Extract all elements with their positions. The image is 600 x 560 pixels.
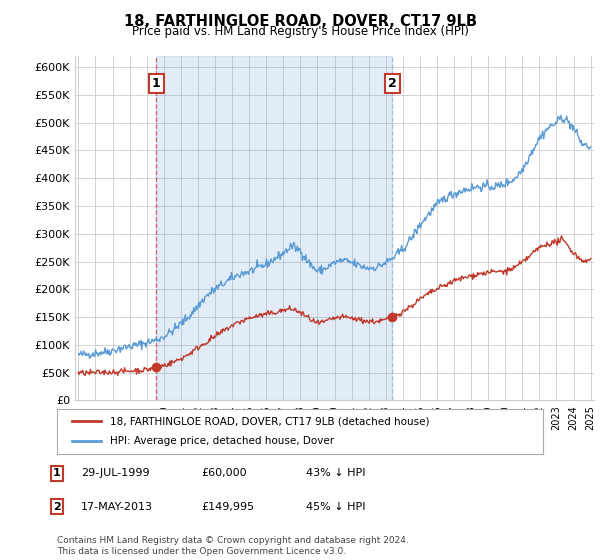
Text: Contains HM Land Registry data © Crown copyright and database right 2024.
This d: Contains HM Land Registry data © Crown c…: [57, 536, 409, 556]
Text: 1: 1: [53, 468, 61, 478]
Text: 43% ↓ HPI: 43% ↓ HPI: [306, 468, 365, 478]
Text: 2: 2: [388, 77, 397, 90]
Text: 18, FARTHINGLOE ROAD, DOVER, CT17 9LB: 18, FARTHINGLOE ROAD, DOVER, CT17 9LB: [124, 14, 476, 29]
Text: £149,995: £149,995: [201, 502, 254, 512]
Text: 1: 1: [152, 77, 161, 90]
Text: Price paid vs. HM Land Registry's House Price Index (HPI): Price paid vs. HM Land Registry's House …: [131, 25, 469, 38]
Bar: [157, 56, 392, 400]
Text: £60,000: £60,000: [201, 468, 247, 478]
Text: 17-MAY-2013: 17-MAY-2013: [81, 502, 153, 512]
Text: 2: 2: [53, 502, 61, 512]
Text: 18, FARTHINGLOE ROAD, DOVER, CT17 9LB (detached house): 18, FARTHINGLOE ROAD, DOVER, CT17 9LB (d…: [110, 416, 430, 426]
Text: 29-JUL-1999: 29-JUL-1999: [81, 468, 149, 478]
Text: HPI: Average price, detached house, Dover: HPI: Average price, detached house, Dove…: [110, 436, 335, 446]
Text: 45% ↓ HPI: 45% ↓ HPI: [306, 502, 365, 512]
